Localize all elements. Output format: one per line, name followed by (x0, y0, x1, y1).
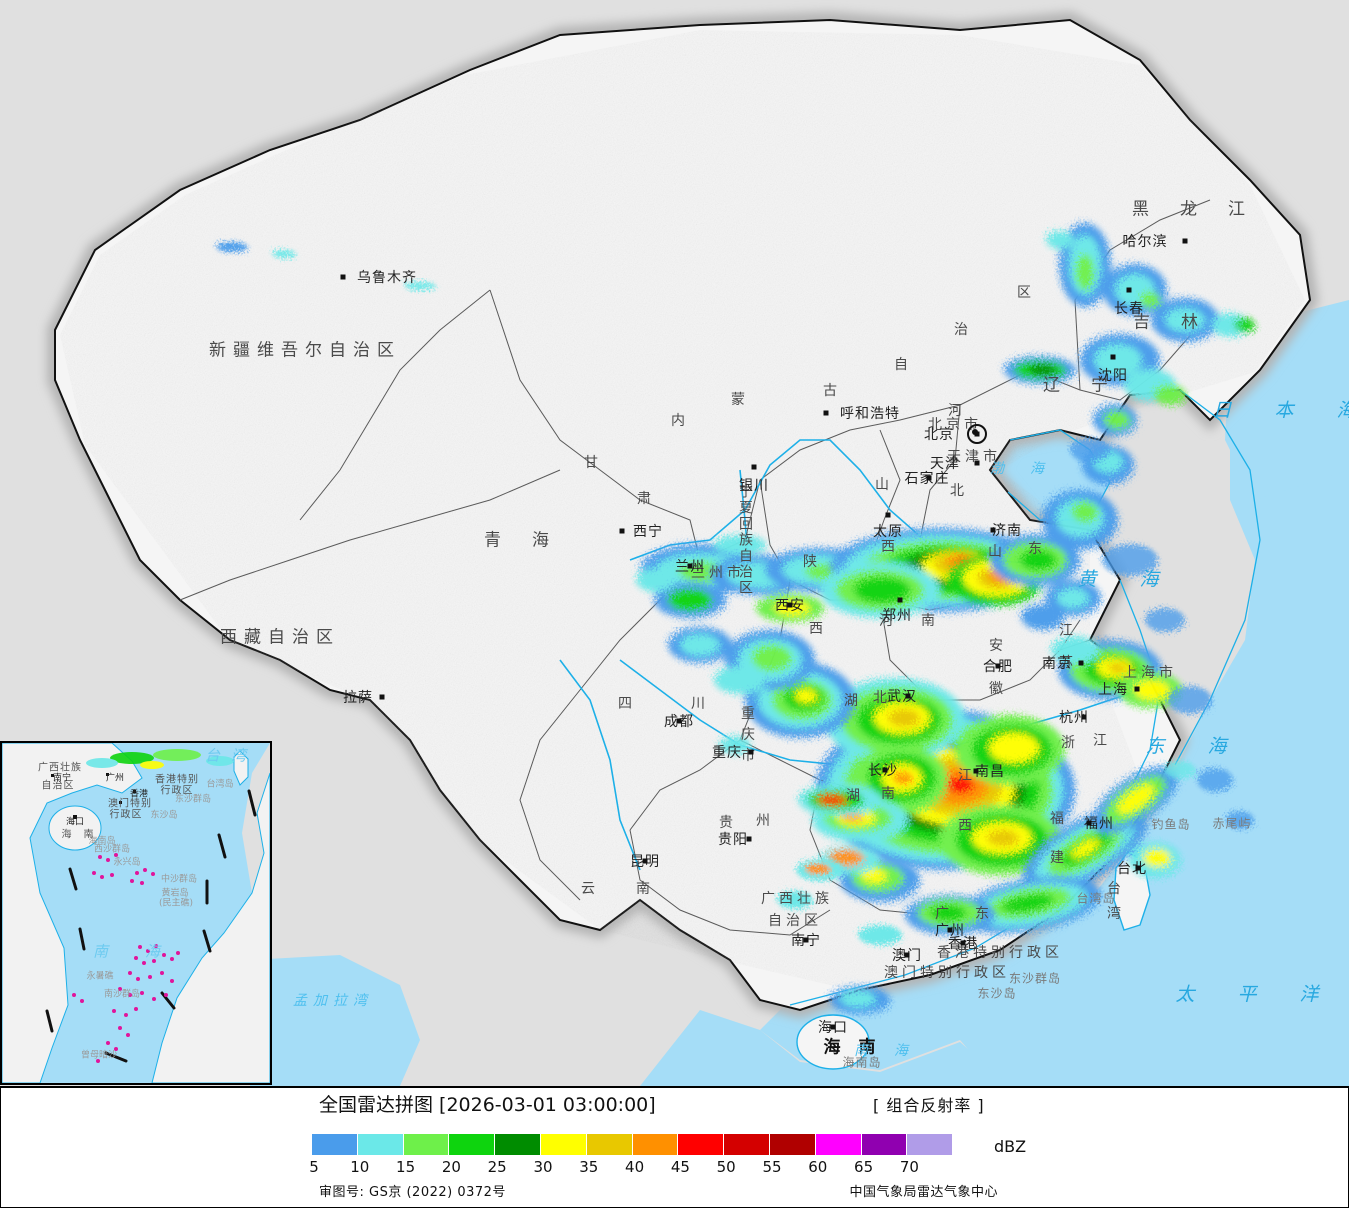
city-marker-dot (973, 768, 979, 774)
dbz-swatch (312, 1134, 358, 1155)
south-china-sea-inset: 南 海台湾 西沙群岛 中沙群岛 南沙群岛 永兴岛 黄岩岛 (民主礁) 永暑礁 曾母暗沙 东沙群岛东… (0, 741, 272, 1085)
dbz-tick: 55 (762, 1158, 782, 1176)
echo-southeast-coast (820, 766, 1181, 1014)
map-title: 全国雷达拼图 [2026-03-01 03:00:00] (319, 1094, 656, 1116)
dbz-swatch (907, 1134, 954, 1155)
city-marker-dot (379, 694, 385, 700)
dbz-tick: 65 (854, 1158, 874, 1176)
product-type-label: [ 组合反射率 ] (873, 1096, 985, 1115)
echo-guangxi (777, 859, 902, 945)
dbz-tick: 35 (579, 1158, 599, 1176)
city-marker-dot (926, 475, 932, 481)
echo-shandong-henan (820, 445, 1134, 630)
city-marker-dot (1182, 238, 1188, 244)
city-marker-dot (746, 836, 752, 842)
echo-central-core (798, 678, 1075, 875)
dbz-swatch (540, 1134, 587, 1155)
dbz-unit-label: dBZ (994, 1137, 1027, 1156)
city-marker-dot (885, 512, 891, 518)
echo-jiangsu-shanghai (1051, 636, 1182, 708)
dbz-tick: 30 (533, 1158, 553, 1176)
city-marker-dot (751, 464, 757, 470)
city-marker-dot (897, 597, 903, 603)
echo-northeast (1004, 223, 1255, 436)
city-marker-dot (823, 410, 829, 416)
city-marker-dot (340, 274, 346, 280)
city-marker-dot (676, 718, 682, 724)
city-marker-dot (974, 460, 980, 466)
dbz-swatch (815, 1134, 862, 1155)
echo-sichuan-chongqing (668, 627, 855, 754)
city-marker-dot (905, 693, 911, 699)
dbz-tick: 45 (670, 1158, 690, 1176)
capital-marker (967, 424, 987, 444)
dbz-tick: 25 (487, 1158, 507, 1176)
legend-panel: 全国雷达拼图 [2026-03-01 03:00:00] [ 组合反射率 ] d… (0, 1086, 1349, 1208)
city-marker-dot (748, 749, 754, 755)
city-marker-dot (1134, 686, 1140, 692)
echo-sea-scatter (1070, 438, 1254, 829)
echo-xinjiang (216, 242, 436, 290)
dbz-tick: 50 (716, 1158, 736, 1176)
dbz-tick: 10 (350, 1158, 370, 1176)
city-marker-dot (1086, 820, 1092, 826)
dbz-tick: 40 (625, 1158, 645, 1176)
dbz-swatch (586, 1134, 633, 1155)
dbz-swatch (403, 1134, 450, 1155)
dbz-swatch (861, 1134, 908, 1155)
city-marker-dot (1126, 287, 1132, 293)
dbz-swatch (495, 1134, 541, 1155)
dbz-tick: 60 (808, 1158, 828, 1176)
city-marker-dot (787, 602, 793, 608)
capital-marker-center (972, 429, 978, 435)
city-marker-dot (947, 927, 953, 933)
city-marker-dot (990, 527, 996, 533)
city-marker-dot (1110, 354, 1116, 360)
dbz-tick: 20 (441, 1158, 461, 1176)
hainan-island (796, 1014, 870, 1070)
city-marker-dot (995, 663, 1001, 669)
dbz-swatch (724, 1134, 770, 1155)
dbz-swatch (357, 1134, 404, 1155)
city-marker-dot (904, 952, 910, 958)
city-marker-dot (830, 1024, 836, 1030)
dbz-tick: 5 (309, 1158, 319, 1176)
dbz-swatch (449, 1134, 496, 1155)
dbz-swatch (769, 1134, 816, 1155)
city-marker-dot (1078, 660, 1084, 666)
city-marker-dot (882, 767, 888, 773)
approval-number: 审图号: GS京 (2022) 0372号 (319, 1185, 506, 1200)
dbz-tick: 15 (396, 1158, 416, 1176)
city-marker-dot (687, 563, 693, 569)
issuing-agency: 中国气象局雷达气象中心 (849, 1185, 998, 1200)
radar-echo-layer (216, 223, 1255, 1014)
map-canvas: 新疆维吾尔自治区 西藏自治区青 海甘肃内蒙古自治区宁夏回族自治区黑 龙 江吉 林辽… (0, 0, 1349, 1086)
city-marker-dot (1081, 714, 1087, 720)
dbz-tick: 70 (899, 1158, 919, 1176)
city-marker-dot (960, 940, 966, 946)
dbz-swatch (678, 1134, 725, 1155)
inset-base (2, 743, 270, 1083)
city-marker-dot (1135, 865, 1141, 871)
city-marker-dot (803, 937, 809, 943)
dbz-color-scale (312, 1134, 954, 1155)
dbz-swatch (632, 1134, 679, 1155)
dbz-tick-labels: 5 10 15 20 25 30 35 40 45 50 55 60 65 70 (309, 1158, 1012, 1178)
city-marker-dot (642, 858, 648, 864)
city-marker-dot (619, 528, 625, 534)
